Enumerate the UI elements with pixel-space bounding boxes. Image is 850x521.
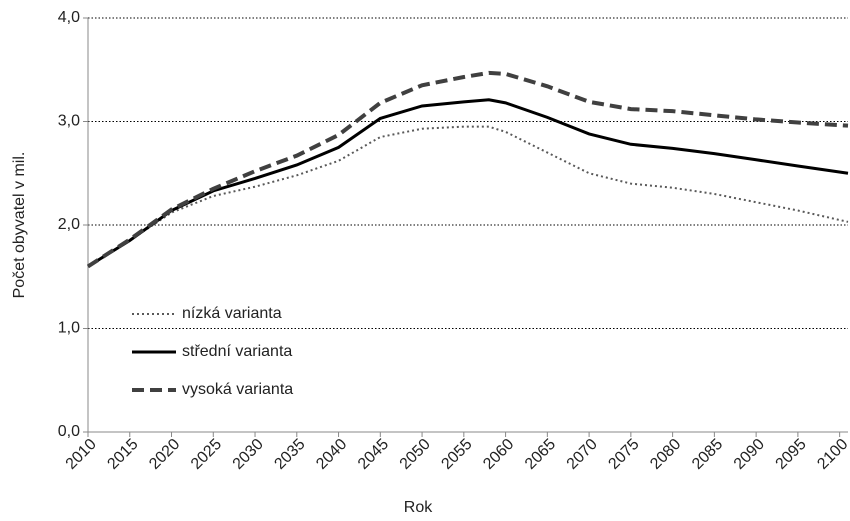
x-tick-label: 2055 xyxy=(438,436,475,473)
y-tick-label: 0,0 xyxy=(58,423,80,440)
y-tick-label: 3,0 xyxy=(58,113,80,130)
x-tick-label: 2065 xyxy=(522,436,559,473)
series-line xyxy=(86,70,849,269)
y-tick-label: 4,0 xyxy=(58,9,80,26)
x-axis-label: Rok xyxy=(404,499,433,516)
x-tick-label: 2080 xyxy=(647,436,684,473)
legend-label: vysoká varianta xyxy=(182,381,293,398)
x-tick-label: 2030 xyxy=(230,436,267,473)
x-tick-label: 2010 xyxy=(63,436,100,473)
x-tick-label: 2060 xyxy=(480,436,517,473)
x-tick-label: 2040 xyxy=(313,436,350,473)
x-tick-label: 2045 xyxy=(355,436,392,473)
y-tick-label: 2,0 xyxy=(58,216,80,233)
y-tick-label: 1,0 xyxy=(58,320,80,337)
x-tick-label: 2090 xyxy=(731,436,768,473)
x-tick-label: 2050 xyxy=(397,436,434,473)
legend-label: střední varianta xyxy=(182,343,292,360)
x-tick-label: 2070 xyxy=(564,436,601,473)
x-tick-label: 2025 xyxy=(188,436,225,473)
series-line xyxy=(87,98,849,268)
legend-label: nízká varianta xyxy=(182,305,282,322)
x-tick-label: 2095 xyxy=(773,436,810,473)
y-axis-label: Počet obyvatel v mil. xyxy=(11,152,28,299)
x-tick-label: 2015 xyxy=(104,436,141,473)
x-tick-label: 2075 xyxy=(605,436,642,473)
series-line xyxy=(87,125,849,268)
x-tick-label: 2035 xyxy=(271,436,308,473)
x-tick-label: 2100 xyxy=(814,436,850,473)
x-tick-label: 2085 xyxy=(689,436,726,473)
x-tick-label: 2020 xyxy=(146,436,183,473)
